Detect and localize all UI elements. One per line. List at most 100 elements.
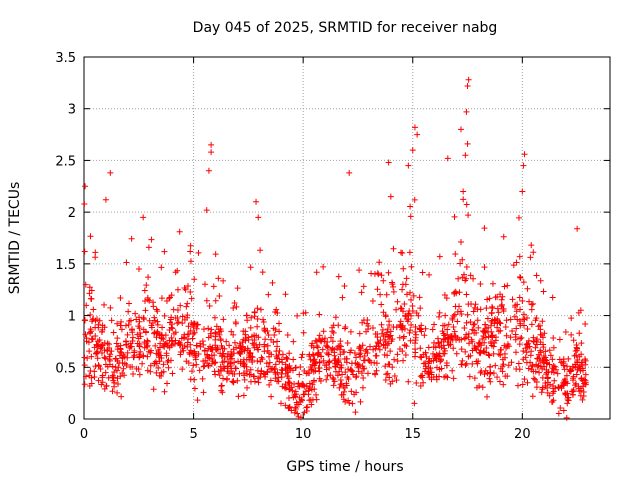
data-point [352,409,359,416]
data-point [459,256,466,263]
data-point [437,358,444,365]
data-point [522,354,529,361]
data-point [533,272,540,279]
data-point [145,244,152,251]
data-point [311,377,318,384]
data-point [481,371,488,378]
data-point [278,374,285,381]
data-point [82,281,89,288]
data-point [396,334,403,341]
data-point [529,362,536,369]
data-point [549,398,556,405]
data-point [345,397,352,404]
data-point [114,380,121,387]
data-point [409,147,416,154]
data-point [451,290,458,297]
data-point [406,329,413,336]
data-point [108,317,115,324]
data-point [104,346,111,353]
data-point [497,352,504,359]
data-point [418,322,425,329]
data-point [90,306,97,313]
data-point [512,349,519,356]
data-point [98,350,105,357]
data-point [329,338,336,345]
data-point [408,321,415,328]
data-point [402,352,409,359]
data-point [391,373,398,380]
data-point [582,320,589,327]
data-point [523,349,530,356]
data-point [119,369,126,376]
data-point [150,299,157,306]
data-point [470,275,477,282]
data-point [223,376,230,383]
data-point [231,339,238,346]
data-point [463,291,470,298]
data-point [191,329,198,336]
data-point [191,376,198,383]
data-point [295,383,302,390]
data-point [397,322,404,329]
data-point [190,324,197,331]
data-point [211,352,218,359]
data-point [335,273,342,280]
data-point [332,355,339,362]
data-point [527,254,534,261]
data-point [579,396,586,403]
data-point [224,350,231,357]
data-point [271,331,278,338]
data-point [257,358,264,365]
data-point [281,384,288,391]
data-point [134,340,141,347]
data-point [329,374,336,381]
data-point [436,309,443,316]
data-point [413,379,420,386]
data-point [112,364,119,371]
data-point [339,371,346,378]
data-point [570,386,577,393]
data-point [476,382,483,389]
data-point [189,335,196,342]
data-point [317,337,324,344]
data-point [380,333,387,340]
data-point [254,346,261,353]
data-point [435,339,442,346]
data-point [199,338,206,345]
data-point [223,338,230,345]
data-point [291,392,298,399]
data-point [444,326,451,333]
data-point [454,308,461,315]
data-point [338,391,345,398]
data-point [359,384,366,391]
data-point [374,270,381,277]
data-point [284,356,291,363]
data-point [188,350,195,357]
data-point [373,360,380,367]
data-point [514,301,521,308]
data-point [153,369,160,376]
data-point [386,333,393,340]
data-point [461,324,468,331]
data-point [123,259,130,266]
data-point [382,376,389,383]
data-point [441,345,448,352]
data-point [272,326,279,333]
data-point [262,336,269,343]
data-point [286,404,293,411]
data-point [107,351,114,358]
data-point [243,363,250,370]
data-point [558,385,565,392]
data-point [92,350,99,357]
data-point [301,367,308,374]
data-point [309,340,316,347]
data-point [417,305,424,312]
data-point [475,358,482,365]
data-point [125,308,132,315]
data-point [575,385,582,392]
data-point [300,310,307,317]
data-point [542,348,549,355]
data-point [538,331,545,338]
data-point [547,352,554,359]
data-point [172,269,179,276]
